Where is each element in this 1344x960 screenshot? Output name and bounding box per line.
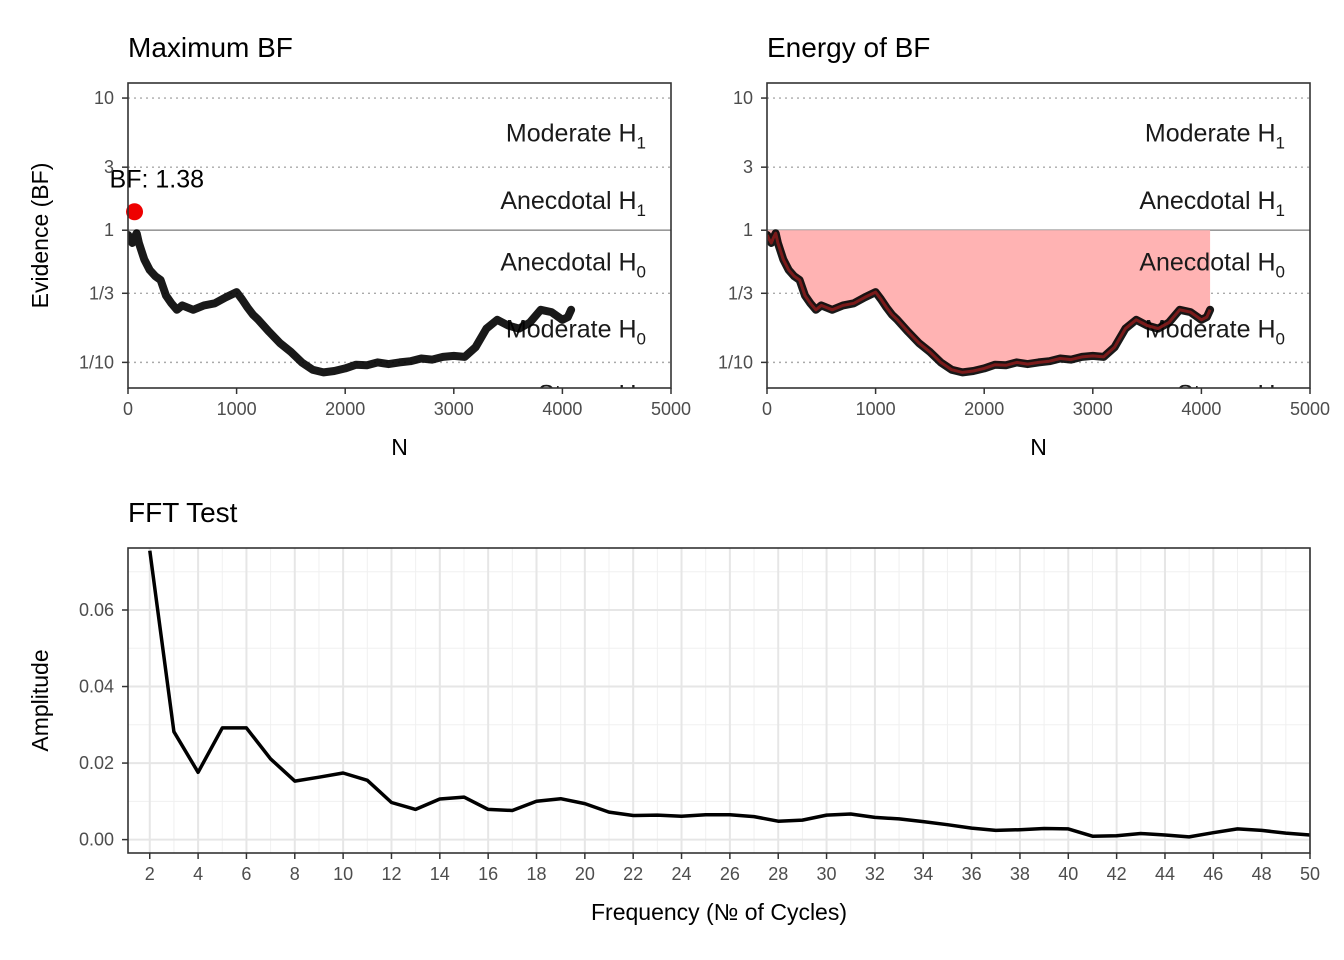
zone-label: Moderate H1 bbox=[1145, 119, 1285, 152]
x-tick-label: 0 bbox=[123, 399, 133, 419]
x-tick-label: 18 bbox=[526, 864, 546, 884]
y-axis-label: Amplitude bbox=[27, 649, 53, 751]
chart-title: Energy of BF bbox=[767, 32, 930, 63]
max-bf-label: BF: 1.38 bbox=[110, 166, 204, 194]
grid bbox=[128, 548, 1311, 853]
x-tick-label: 8 bbox=[290, 864, 300, 884]
x-tick-label: 22 bbox=[623, 864, 643, 884]
y-tick-label: 0.06 bbox=[79, 600, 114, 620]
x-tick-label: 50 bbox=[1300, 864, 1320, 884]
zone-label: Anecdotal H0 bbox=[1139, 248, 1285, 281]
zone-label: Strong H0 bbox=[1177, 381, 1285, 414]
y-tick-label: 0.02 bbox=[79, 753, 114, 773]
panel-2: Energy of BF Moderate H1 Anecdotal H1 Anecd… bbox=[718, 32, 1330, 460]
y-tick-label: 3 bbox=[104, 157, 114, 177]
zone-label: Anecdotal H0 bbox=[500, 248, 646, 281]
zone-label: Anecdotal H1 bbox=[1139, 187, 1285, 220]
y-tick-label: 1/10 bbox=[79, 352, 114, 372]
chart-title: FFT Test bbox=[128, 497, 238, 528]
x-tick-label: 12 bbox=[381, 864, 401, 884]
x-tick-label: 28 bbox=[768, 864, 788, 884]
x-axis-label: Frequency (№ of Cycles) bbox=[591, 899, 847, 925]
x-tick-label: 46 bbox=[1203, 864, 1223, 884]
x-tick-label: 44 bbox=[1155, 864, 1175, 884]
x-axis-label: N bbox=[391, 434, 408, 460]
x-tick-label: 6 bbox=[241, 864, 251, 884]
bf-line-inner bbox=[767, 231, 1212, 374]
x-tick-label: 1000 bbox=[856, 399, 896, 419]
zone-label: Moderate H1 bbox=[506, 119, 646, 152]
x-tick-label: 30 bbox=[817, 864, 837, 884]
x-tick-label: 2 bbox=[145, 864, 155, 884]
x-tick-label: 4000 bbox=[542, 399, 582, 419]
panel-1: Maximum BF Moderate H1 Anecdotal H1 Anecdot… bbox=[27, 32, 691, 460]
x-tick-label: 16 bbox=[478, 864, 498, 884]
x-tick-label: 48 bbox=[1252, 864, 1272, 884]
zone-label: Strong H0 bbox=[538, 381, 646, 414]
x-tick-label: 0 bbox=[762, 399, 772, 419]
x-tick-label: 20 bbox=[575, 864, 595, 884]
x-tick-label: 4000 bbox=[1181, 399, 1221, 419]
y-tick-label: 1/3 bbox=[728, 283, 753, 303]
y-tick-label: 1 bbox=[743, 220, 753, 240]
x-tick-label: 34 bbox=[913, 864, 933, 884]
x-tick-label: 5000 bbox=[1290, 399, 1330, 419]
x-tick-label: 3000 bbox=[434, 399, 474, 419]
panel-border bbox=[766, 82, 1311, 389]
x-tick-label: 40 bbox=[1058, 864, 1078, 884]
x-axis-label: N bbox=[1030, 434, 1047, 460]
bf-line bbox=[128, 229, 576, 377]
x-tick-label: 42 bbox=[1107, 864, 1127, 884]
x-tick-label: 2000 bbox=[325, 399, 365, 419]
x-tick-label: 14 bbox=[430, 864, 450, 884]
energy-area bbox=[767, 230, 1211, 373]
y-tick-label: 0.04 bbox=[79, 677, 114, 697]
x-tick-label: 10 bbox=[333, 864, 353, 884]
panel-border bbox=[127, 82, 672, 389]
amplitude-line bbox=[148, 550, 1310, 839]
max-bf-marker bbox=[126, 203, 144, 221]
x-tick-label: 38 bbox=[1010, 864, 1030, 884]
x-tick-label: 5000 bbox=[651, 399, 691, 419]
x-tick-label: 26 bbox=[720, 864, 740, 884]
y-tick-label: 10 bbox=[94, 88, 114, 108]
x-tick-label: 4 bbox=[193, 864, 203, 884]
y-axis-label: Evidence (BF) bbox=[27, 163, 53, 309]
y-tick-label: 0.00 bbox=[79, 830, 114, 850]
x-tick-label: 3000 bbox=[1073, 399, 1113, 419]
y-tick-label: 1 bbox=[104, 220, 114, 240]
zone-label: Anecdotal H1 bbox=[500, 187, 646, 220]
x-tick-label: 32 bbox=[865, 864, 885, 884]
panel-border bbox=[127, 547, 1311, 854]
x-tick-label: 1000 bbox=[217, 399, 257, 419]
x-tick-label: 24 bbox=[672, 864, 692, 884]
y-tick-label: 3 bbox=[743, 157, 753, 177]
x-tick-label: 2000 bbox=[964, 399, 1004, 419]
chart-title: Maximum BF bbox=[128, 32, 293, 63]
y-tick-label: 10 bbox=[733, 88, 753, 108]
y-tick-label: 1/3 bbox=[89, 283, 114, 303]
y-tick-label: 1/10 bbox=[718, 352, 753, 372]
x-tick-label: 36 bbox=[962, 864, 982, 884]
